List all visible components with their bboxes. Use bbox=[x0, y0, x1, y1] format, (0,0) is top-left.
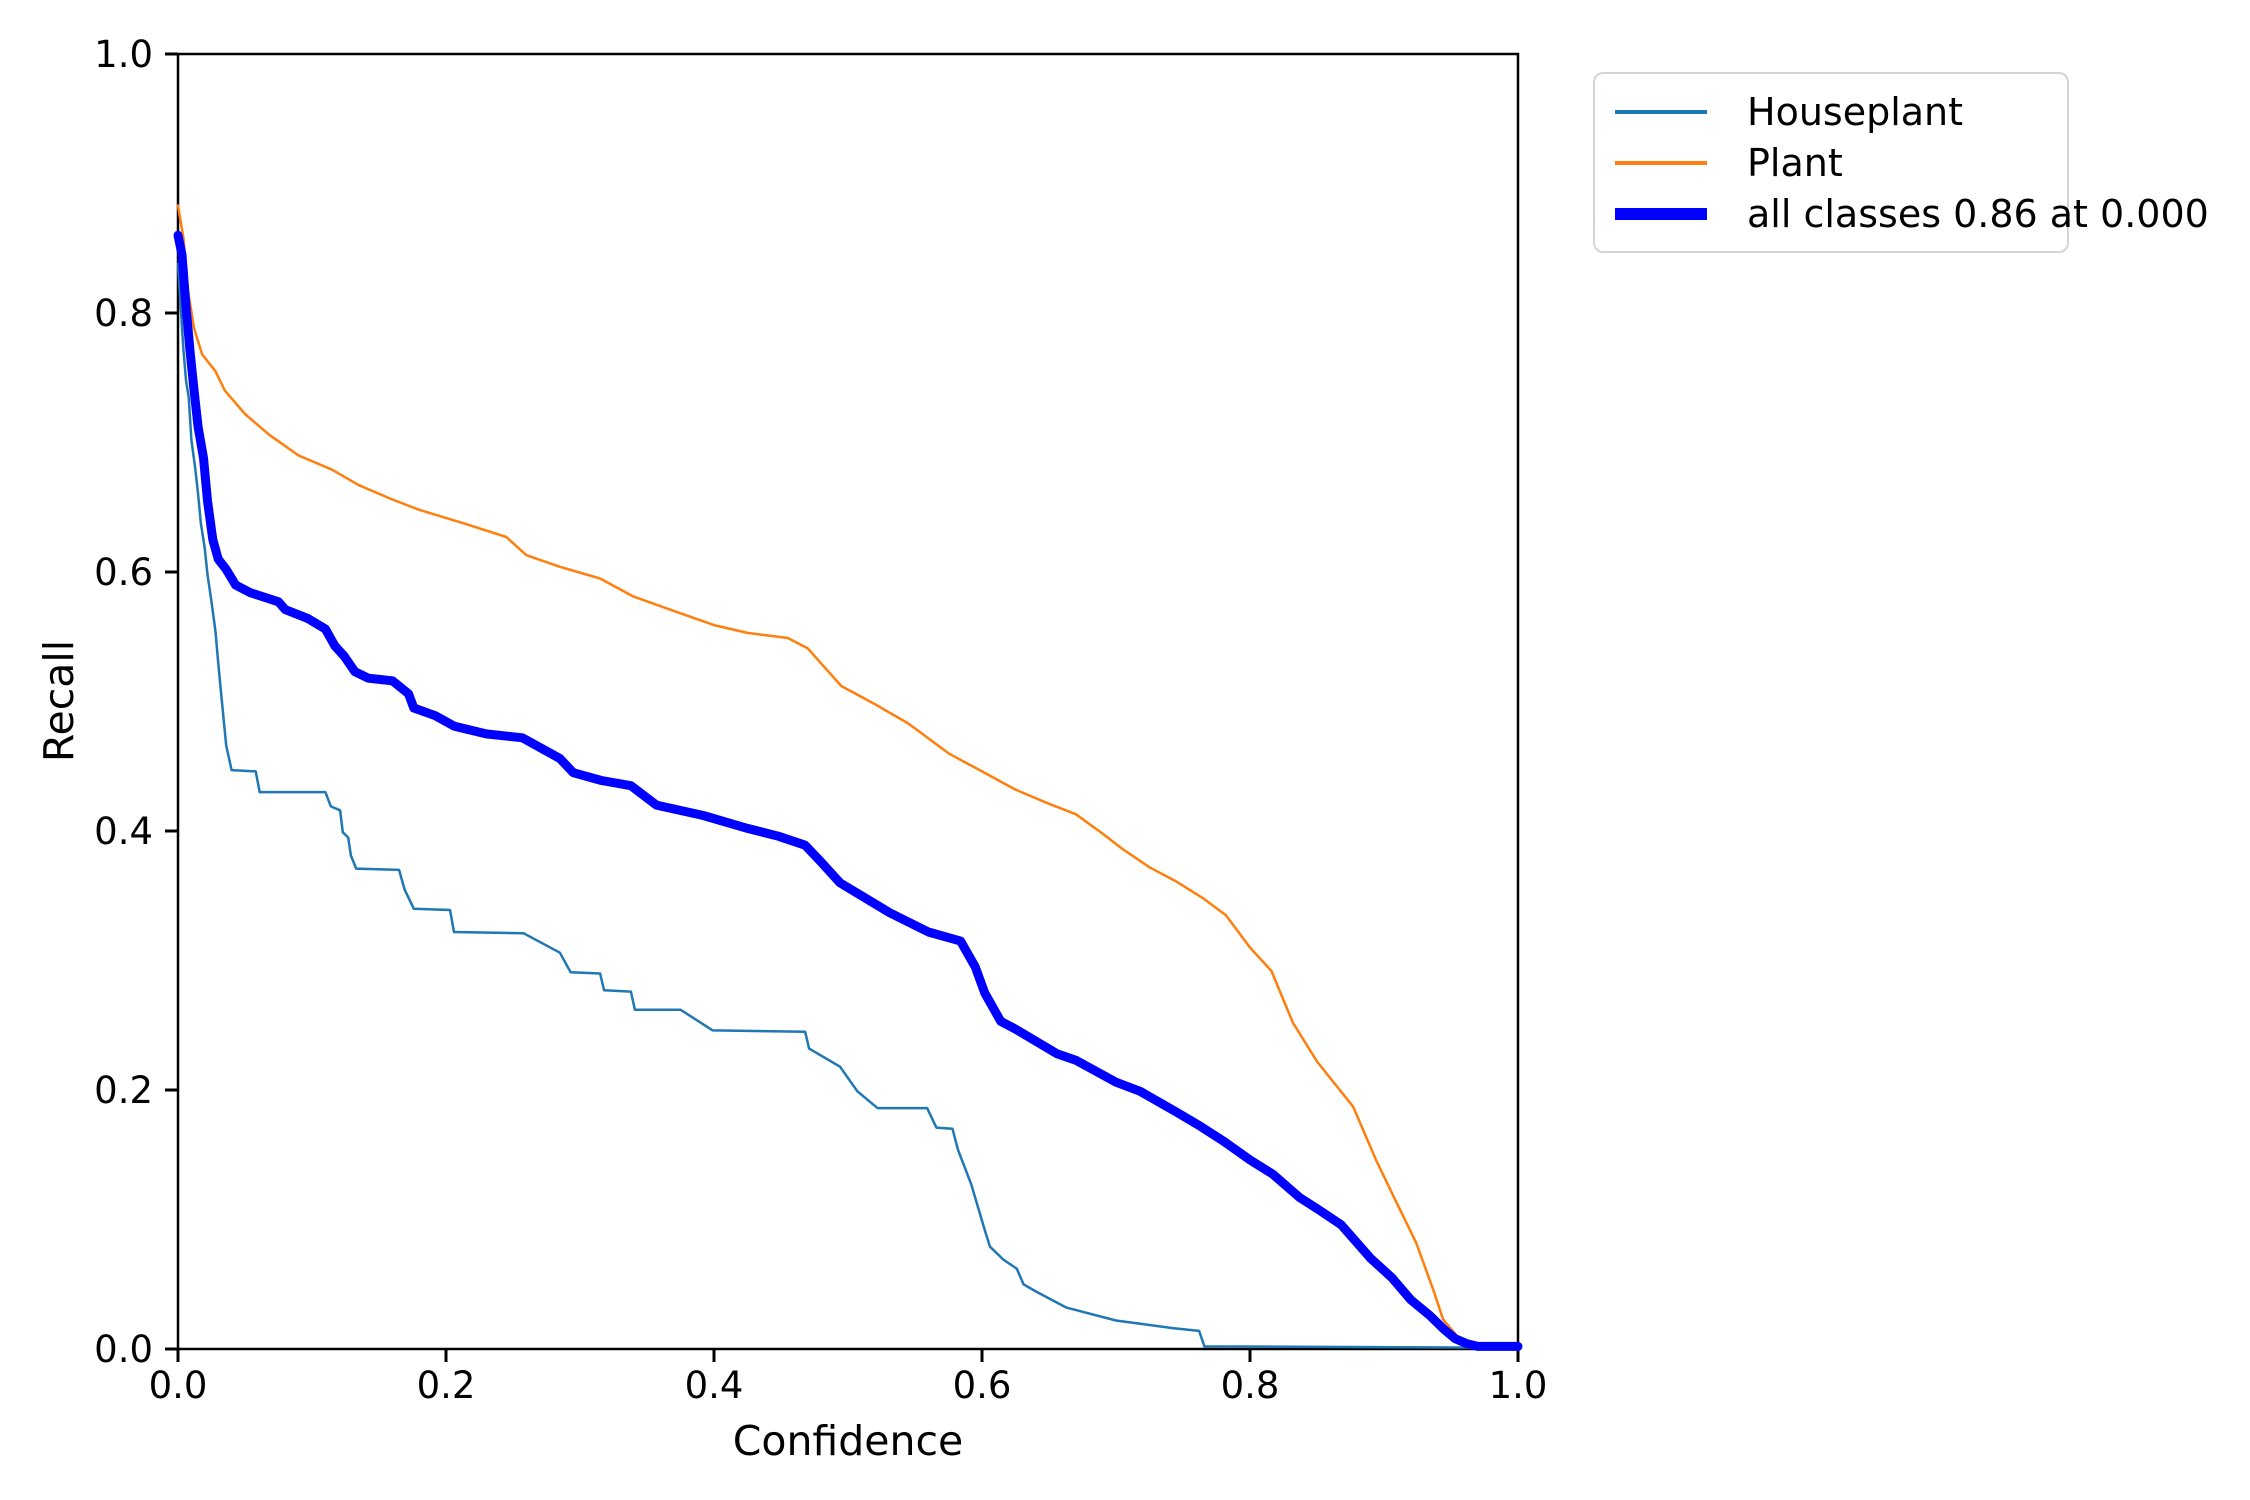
y-tick-label-1.0: 1.0 bbox=[94, 33, 153, 76]
legend-item-plant: Plant bbox=[1615, 137, 2047, 188]
legend-label-plant: Plant bbox=[1747, 140, 1843, 185]
y-tick-label-0.6: 0.6 bbox=[94, 551, 153, 594]
curve-plant bbox=[176, 204, 1470, 1349]
x-tick-label-0.8: 0.8 bbox=[1221, 1364, 1280, 1407]
curves bbox=[173, 204, 1523, 1351]
y-tick-label-0.4: 0.4 bbox=[94, 810, 153, 853]
legend-label-all-classes: all classes 0.86 at 0.000 bbox=[1747, 191, 2209, 236]
legend: Houseplant Plant all classes 0.86 at 0.0… bbox=[1593, 72, 2209, 253]
x-axis-label: Confidence bbox=[733, 1417, 964, 1465]
y-axis-ticks bbox=[165, 52, 178, 1351]
curve-all bbox=[173, 230, 1523, 1351]
y-tick-label-0.0: 0.0 bbox=[94, 1328, 153, 1371]
curve-houseplant bbox=[176, 262, 1520, 1349]
y-axis-tick-labels: 0.0 0.2 0.4 0.6 0.8 1.0 bbox=[94, 33, 153, 1371]
y-axis-label: Recall bbox=[35, 640, 83, 762]
x-axis-tick-labels: 0.0 0.2 0.4 0.6 0.8 1.0 bbox=[149, 1364, 1548, 1407]
legend-line-sample-houseplant bbox=[1615, 109, 1707, 114]
x-tick-label-1.0: 1.0 bbox=[1489, 1364, 1548, 1407]
x-tick-label-0.0: 0.0 bbox=[149, 1364, 208, 1407]
legend-item-houseplant: Houseplant bbox=[1615, 86, 2047, 137]
y-tick-label-0.8: 0.8 bbox=[94, 292, 153, 335]
legend-label-houseplant: Houseplant bbox=[1747, 89, 1964, 134]
x-tick-label-0.6: 0.6 bbox=[953, 1364, 1012, 1407]
legend-item-all-classes: all classes 0.86 at 0.000 bbox=[1615, 188, 2209, 239]
y-tick-label-0.2: 0.2 bbox=[94, 1069, 153, 1112]
x-tick-label-0.2: 0.2 bbox=[417, 1364, 476, 1407]
legend-line-sample-plant bbox=[1615, 160, 1707, 165]
x-axis-ticks bbox=[176, 1349, 1520, 1362]
plot-border bbox=[176, 52, 1520, 1351]
x-tick-label-0.4: 0.4 bbox=[685, 1364, 744, 1407]
legend-line-sample-all-classes bbox=[1615, 207, 1707, 220]
